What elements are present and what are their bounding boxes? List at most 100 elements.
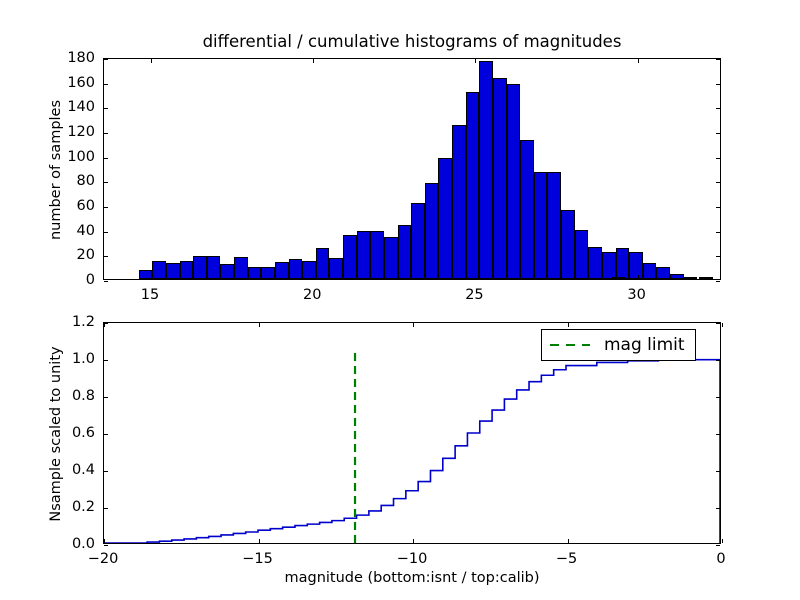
y-tick-label: 1.0 <box>71 351 95 367</box>
histogram-bar <box>601 251 616 279</box>
histogram-bar <box>165 262 180 279</box>
y-tick-label: 1.2 <box>71 314 95 330</box>
y-tick <box>104 231 108 233</box>
bottom-x-axis-label: magnitude (bottom:isnt / top:calib) <box>284 570 540 586</box>
histogram-bar <box>220 264 235 279</box>
histogram-bar <box>315 248 330 279</box>
y-tick <box>716 182 720 184</box>
y-tick-label: 100 <box>67 148 95 165</box>
y-tick <box>104 508 108 509</box>
histogram-bar <box>152 260 166 279</box>
y-tick-label: 0.0 <box>71 536 95 552</box>
x-tick-label: 30 <box>627 287 646 303</box>
histogram-bar <box>261 266 275 279</box>
y-tick-label: 60 <box>76 198 95 214</box>
y-tick <box>716 256 720 258</box>
histogram-bar <box>206 255 221 279</box>
x-tick <box>567 323 569 327</box>
y-tick-label: 80 <box>76 173 95 190</box>
y-tick <box>716 545 720 546</box>
histogram-bar <box>247 266 262 279</box>
x-tick <box>413 539 414 543</box>
x-tick <box>313 275 315 279</box>
histogram-bar-tail <box>611 276 626 279</box>
y-tick-label: 0.4 <box>71 462 95 478</box>
histogram-bar <box>642 262 657 279</box>
histogram-bar <box>520 139 534 279</box>
cumulative-curve <box>104 323 720 543</box>
x-tick-label: −10 <box>396 551 428 567</box>
y-tick-label: 180 <box>67 50 95 66</box>
histogram-bar <box>356 230 371 279</box>
histogram-bar <box>452 124 466 279</box>
y-tick <box>716 508 720 509</box>
top-plot-area <box>104 59 720 279</box>
x-tick <box>104 539 105 543</box>
x-tick <box>722 539 723 543</box>
y-tick <box>716 231 720 233</box>
x-tick-label: −5 <box>555 551 578 567</box>
x-tick-label: −15 <box>242 551 273 567</box>
legend[interactable]: mag limit <box>541 329 696 361</box>
y-tick-label: 0.6 <box>71 425 95 441</box>
x-tick <box>151 59 153 63</box>
y-tick <box>104 108 108 110</box>
y-tick <box>716 360 720 361</box>
top-axes-differential-histogram: differential / cumulative histograms of … <box>103 32 721 282</box>
histogram-bar <box>438 158 453 279</box>
x-tick <box>258 323 260 327</box>
histogram-bar <box>492 77 507 279</box>
histogram-bar <box>506 84 521 279</box>
y-tick <box>716 133 720 134</box>
y-tick <box>104 256 108 258</box>
figure-title: differential / cumulative histograms of … <box>202 32 622 51</box>
y-tick <box>716 323 720 324</box>
histogram-bar <box>683 276 698 279</box>
y-tick-label: 0 <box>85 272 95 288</box>
histogram-bar <box>629 251 643 279</box>
y-tick-label: 0.8 <box>71 388 95 404</box>
histogram-bar <box>288 259 303 279</box>
x-tick <box>567 539 569 543</box>
legend-label-mag-limit: mag limit <box>604 335 685 355</box>
y-tick <box>104 133 108 134</box>
histogram-bar <box>383 237 398 279</box>
histogram-bar <box>397 224 412 279</box>
histogram-bar <box>670 274 684 279</box>
y-tick <box>104 157 108 159</box>
histogram-bar <box>343 234 357 279</box>
x-tick <box>475 59 477 63</box>
histogram-bar <box>588 246 602 279</box>
y-tick <box>104 182 108 184</box>
x-tick <box>637 59 639 63</box>
histogram-bar <box>574 229 589 279</box>
bottom-plot-area <box>104 323 720 543</box>
x-tick <box>722 323 723 327</box>
y-tick <box>104 83 108 85</box>
x-tick-label: 15 <box>140 287 160 303</box>
mag-limit-line-icon <box>550 344 590 346</box>
y-tick <box>104 545 108 546</box>
y-tick <box>104 397 108 398</box>
histogram-bar <box>465 91 480 279</box>
x-tick <box>413 323 414 327</box>
y-tick <box>104 323 108 324</box>
y-tick-label: 160 <box>67 74 95 91</box>
y-tick <box>104 471 108 472</box>
y-tick <box>716 397 720 398</box>
cumulative-step-line <box>104 360 720 543</box>
histogram-bar <box>411 202 425 279</box>
y-tick <box>104 434 108 435</box>
x-tick <box>258 539 260 543</box>
y-tick <box>716 157 720 159</box>
x-tick <box>475 275 477 279</box>
y-tick <box>716 108 720 110</box>
y-tick-label: 120 <box>67 124 95 140</box>
y-tick <box>104 281 108 282</box>
histogram-bar <box>274 261 289 279</box>
histogram-bar <box>179 260 194 279</box>
y-tick <box>716 434 720 435</box>
y-tick <box>716 83 720 85</box>
y-tick <box>716 471 720 472</box>
